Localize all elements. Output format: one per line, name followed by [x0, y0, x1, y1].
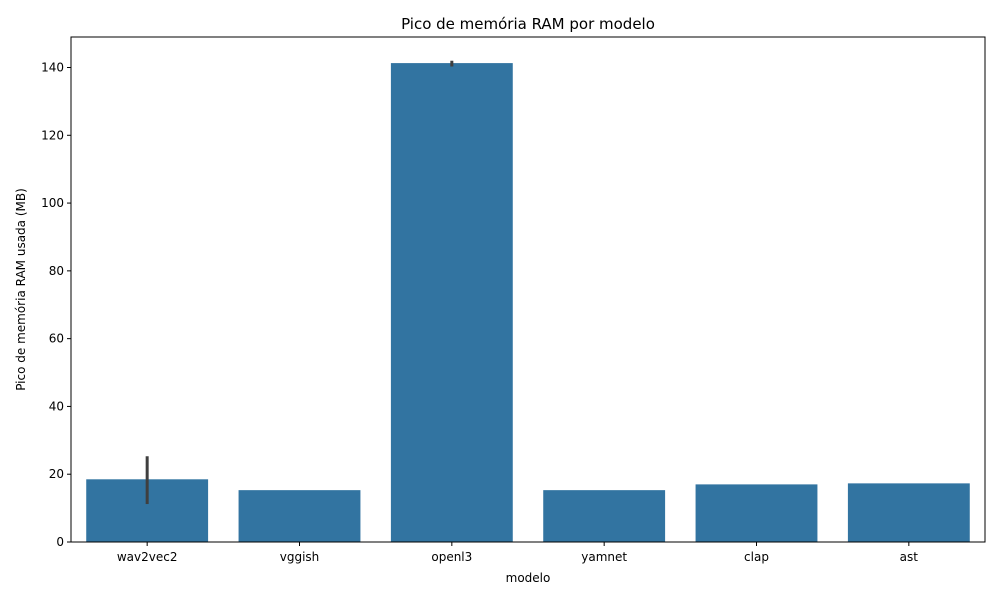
- y-tick-label: 120: [41, 128, 64, 142]
- axes-layer: [70, 36, 986, 543]
- y-tick-label: 140: [41, 61, 64, 75]
- bars-layer: [86, 63, 970, 542]
- plot-frame: [70, 36, 986, 543]
- y-tick-label: 100: [41, 196, 64, 210]
- x-tick-label: openl3: [431, 550, 472, 564]
- x-tick-label: vggish: [280, 550, 320, 564]
- y-tick-label: 40: [49, 399, 64, 413]
- y-tick-label: 20: [49, 467, 64, 481]
- x-axis-label: modelo: [506, 571, 551, 585]
- bar-clap: [695, 484, 818, 542]
- bar-openl3: [390, 63, 513, 542]
- bar-ast: [847, 483, 970, 542]
- chart-title: Pico de memória RAM por modelo: [401, 15, 655, 33]
- x-tick-label: ast: [900, 550, 919, 564]
- x-tick-label: yamnet: [581, 550, 627, 564]
- x-tick-label: wav2vec2: [117, 550, 178, 564]
- y-ticks-layer: 0 20 40 60 80 100 120 140: [41, 61, 71, 549]
- x-tick-label: clap: [744, 550, 769, 564]
- x-ticks-layer: wav2vec2 vggish openl3 yamnet clap ast: [117, 542, 918, 564]
- y-tick-label: 0: [56, 535, 64, 549]
- y-tick-label: 60: [49, 332, 64, 346]
- bar-vggish: [238, 490, 361, 542]
- bar-yamnet: [543, 490, 666, 542]
- error-bars-layer: [145, 60, 454, 505]
- y-axis-label: Pico de memória RAM usada (MB): [14, 188, 28, 391]
- y-tick-label: 80: [49, 264, 64, 278]
